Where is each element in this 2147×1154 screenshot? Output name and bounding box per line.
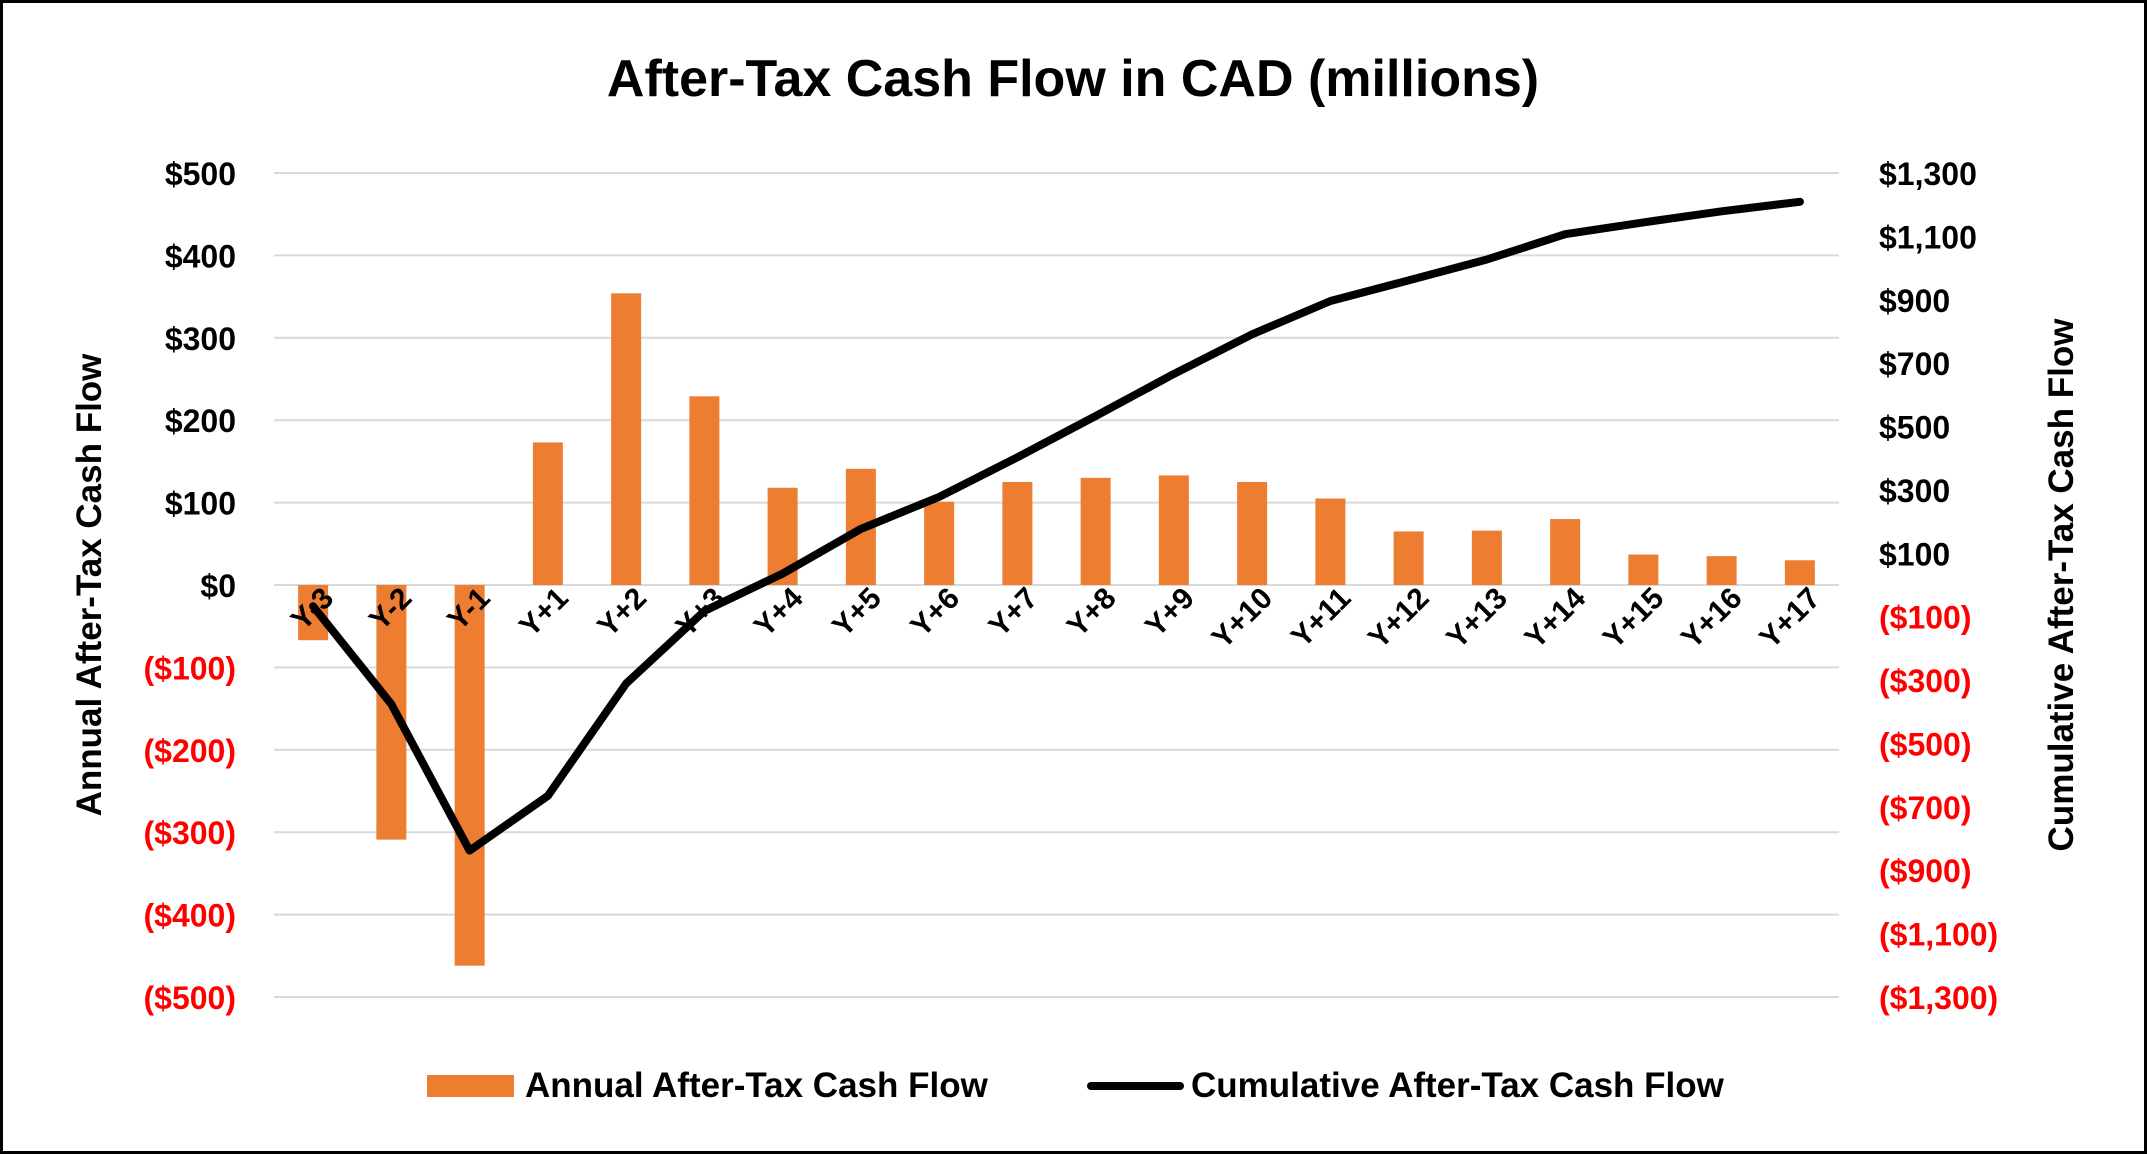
y2-tick-label: ($100) [1879,600,1972,636]
bar-Y+15 [1628,554,1659,585]
y2-tick-label: $500 [1879,410,1950,446]
y2-tick-labels: $1,300 $1,100 $900 $700 $500 $300 $100 ($100) ($… [1879,156,1998,1016]
y2-tick-label: $100 [1879,536,1950,572]
bar-Y+10 [1237,482,1268,585]
bar-Y+13 [1471,530,1502,585]
bar-Y+11 [1315,498,1346,585]
bar-Y+6 [924,501,955,585]
y-tick-label: ($300) [144,815,237,851]
cumulative-line [309,197,1804,855]
y-tick-label: $100 [165,486,236,522]
y2-tick-label: ($900) [1879,853,1972,889]
y2-tick-label: ($1,100) [1879,917,1998,953]
y-tick-label: ($100) [144,650,237,686]
bar-Y+2 [611,293,642,585]
line-series [309,197,1804,855]
bar-Y+9 [1158,475,1189,585]
y2-tick-label: $300 [1879,473,1950,509]
y-tick-label: ($400) [144,898,237,934]
y2-tick-label: $1,100 [1879,219,1977,255]
bar-Y-1 [454,585,485,966]
chart-title: After-Tax Cash Flow in CAD (millions) [607,50,1539,108]
bar-Y+1 [532,442,563,585]
bar-Y+3 [689,396,720,585]
y-tick-label: $200 [165,403,236,439]
y2-tick-label: ($300) [1879,663,1972,699]
y2-tick-label: $1,300 [1879,156,1977,192]
y-tick-label: ($500) [144,980,237,1016]
bar-Y+16 [1706,556,1737,585]
y2-tick-label: ($700) [1879,790,1972,826]
legend-label-cumulative: Cumulative After-Tax Cash Flow [1191,1066,1725,1105]
y-tick-label: $0 [200,568,236,604]
y2-tick-label: ($1,300) [1879,980,1998,1016]
legend: Annual After-Tax Cash Flow Cumulative Af… [427,1066,1725,1105]
y-tick-label: $400 [165,238,236,274]
y2-tick-label: $900 [1879,283,1950,319]
y-tick-label: ($200) [144,733,237,769]
bar-Y+8 [1080,477,1111,585]
y-tick-label: $300 [165,321,236,357]
y-tick-label: $500 [165,156,236,192]
bar-Y+7 [1002,482,1033,585]
legend-label-annual: Annual After-Tax Cash Flow [525,1066,989,1105]
legend-swatch-annual [427,1075,514,1097]
y2-tick-label: ($500) [1879,726,1972,762]
bar-Y+12 [1393,531,1424,585]
bar-Y+17 [1784,560,1815,585]
y-axis-title: Annual After-Tax Cash Flow [70,353,109,817]
y2-tick-label: $700 [1879,346,1950,382]
y2-axis-title: Cumulative After-Tax Cash Flow [2042,318,2081,852]
bar-Y+14 [1550,519,1581,585]
y-tick-labels: $500 $400 $300 $200 $100 $0 ($100) ($200) ($300)… [144,156,237,1016]
